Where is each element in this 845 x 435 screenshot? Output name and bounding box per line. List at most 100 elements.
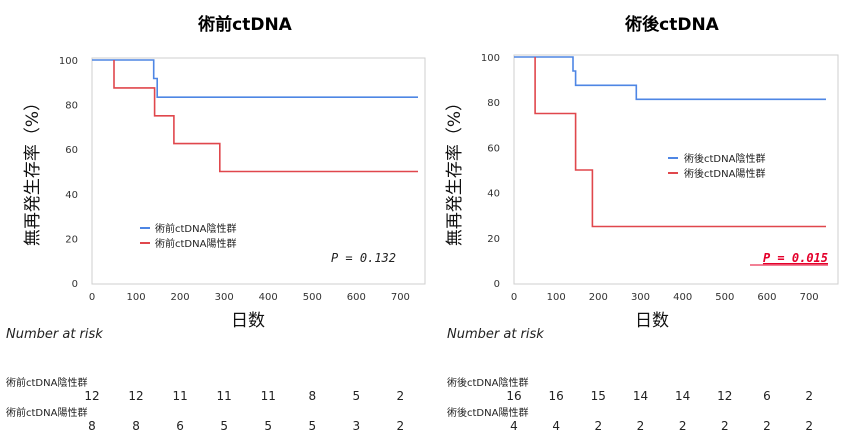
xtick-label-200: 200: [171, 292, 190, 303]
chart-left-title: 術前ctDNA: [197, 14, 293, 35]
chart-right-title: 術後ctDNA: [624, 14, 720, 35]
ytick-label-80: 80: [65, 101, 78, 112]
risk-value: 8: [88, 419, 96, 433]
risk-value: 5: [308, 419, 316, 433]
risk-value: 16: [506, 389, 521, 403]
xtick-label-600: 600: [347, 292, 366, 303]
ytick-label-40: 40: [65, 190, 78, 201]
xtick-label-400: 400: [259, 292, 278, 303]
chart-right-ylabel: 無再発生存率（%）: [445, 94, 465, 246]
chart-left-legend: 術前ctDNA陰性群 術前ctDNA陽性群: [140, 222, 236, 250]
risk-value: 3: [353, 419, 361, 433]
risk-right-row2-label: 術後ctDNA陽性群: [447, 406, 528, 419]
xtick-label-600: 600: [757, 292, 776, 303]
ytick-label-100: 100: [481, 53, 500, 64]
risk-value: 4: [552, 419, 560, 433]
xtick-label-300: 300: [631, 292, 650, 303]
ytick-label-60: 60: [487, 143, 500, 154]
risk-value: 5: [264, 419, 272, 433]
risk-value: 5: [353, 389, 361, 403]
risk-value: 15: [591, 389, 606, 403]
ytick-label-0: 0: [72, 279, 78, 290]
xtick-label-500: 500: [715, 292, 734, 303]
xtick-label-100: 100: [127, 292, 146, 303]
risk-value: 12: [84, 389, 99, 403]
chart-right-series: [514, 56, 826, 228]
km-curve-negative: [92, 59, 418, 98]
risk-value: 2: [679, 419, 687, 433]
xtick-label-700: 700: [391, 292, 410, 303]
risk-table-left-header: Number at risk: [6, 327, 103, 342]
legend-left-positive-label: 術前ctDNA陽性群: [155, 237, 236, 250]
km-curve-positive: [113, 60, 418, 173]
risk-value: 8: [132, 419, 140, 433]
risk-value: 11: [261, 389, 276, 403]
chart-right-xlabel: 日数: [635, 311, 669, 331]
risk-value: 11: [217, 389, 232, 403]
risk-right-row1-values: 16 16 15 14 14 12 6 2: [506, 389, 813, 403]
risk-right-row1-label: 術後ctDNA陰性群: [447, 376, 528, 389]
ytick-label-60: 60: [65, 145, 78, 156]
legend-right-negative-label: 術後ctDNA陰性群: [684, 152, 765, 165]
km-curve-negative: [514, 56, 826, 101]
ytick-label-40: 40: [487, 189, 500, 200]
risk-right-row2-values: 4 4 2 2 2 2 2 2: [510, 419, 813, 433]
chart-left-plot-border: [91, 57, 426, 285]
chart-left-series: [92, 59, 418, 173]
risk-table-right-header: Number at risk: [447, 327, 544, 342]
risk-value: 6: [176, 419, 184, 433]
xtick-label-300: 300: [215, 292, 234, 303]
risk-value: 12: [717, 389, 732, 403]
ytick-label-0: 0: [494, 279, 500, 290]
chart-right-y-ticks: 0 20 40 60 80 100: [481, 53, 500, 290]
risk-value: 6: [763, 389, 771, 403]
xtick-label-400: 400: [673, 292, 692, 303]
ytick-label-20: 20: [65, 234, 78, 245]
risk-left-row2-values: 8 8 6 5 5 5 3 2: [88, 419, 404, 433]
chart-left-xlabel: 日数: [231, 311, 265, 331]
risk-value: 5: [220, 419, 228, 433]
risk-value: 2: [637, 419, 645, 433]
ytick-label-100: 100: [59, 56, 78, 67]
xtick-label-0: 0: [89, 292, 95, 303]
risk-value: 2: [595, 419, 603, 433]
xtick-label-700: 700: [800, 292, 819, 303]
risk-value: 14: [675, 389, 690, 403]
risk-value: 2: [805, 389, 813, 403]
risk-value: 16: [549, 389, 564, 403]
chart-left-x-ticks: 0 100 200 300 400 500 600 700: [89, 292, 410, 303]
risk-value: 2: [397, 389, 405, 403]
xtick-label-200: 200: [589, 292, 608, 303]
legend-right-positive-label: 術後ctDNA陽性群: [684, 167, 765, 180]
risk-value: 12: [128, 389, 143, 403]
risk-left-row1-values: 12 12 11 11 11 8 5 2: [84, 389, 404, 403]
risk-value: 4: [510, 419, 518, 433]
km-curve-positive: [534, 57, 826, 228]
chart-right: 術後ctDNA 0 20 40 60 80 100 0 100 200 300 400 500 600…: [445, 14, 839, 331]
chart-left: 術前ctDNA 0 20 40 60 80 100 0 100 200 300 400 500 600…: [23, 14, 426, 331]
xtick-label-100: 100: [547, 292, 566, 303]
chart-left-ylabel: 無再発生存率（%）: [23, 94, 43, 246]
risk-value: 2: [763, 419, 771, 433]
risk-value: 2: [805, 419, 813, 433]
risk-left-row1-label: 術前ctDNA陰性群: [6, 376, 87, 389]
risk-value: 8: [308, 389, 316, 403]
xtick-label-0: 0: [511, 292, 517, 303]
chart-right-plot-border: [513, 54, 839, 285]
legend-left-negative-label: 術前ctDNA陰性群: [155, 222, 236, 235]
risk-table-left: Number at risk 術前ctDNA陰性群 12 12 11 11 11 8 5 2 …: [6, 327, 404, 433]
xtick-label-500: 500: [303, 292, 322, 303]
ytick-label-80: 80: [487, 98, 500, 109]
ytick-label-20: 20: [487, 234, 500, 245]
chart-left-y-ticks: 0 20 40 60 80 100: [59, 56, 78, 290]
chart-right-x-ticks: 0 100 200 300 400 500 600 700: [511, 292, 819, 303]
chart-left-p-value: P = 0.132: [331, 251, 396, 265]
risk-left-row2-label: 術前ctDNA陽性群: [6, 406, 87, 419]
risk-value: 2: [397, 419, 405, 433]
chart-right-legend: 術後ctDNA陰性群 術後ctDNA陽性群: [668, 152, 765, 180]
risk-value: 11: [172, 389, 187, 403]
chart-right-p-value: P = 0.015: [763, 251, 828, 265]
risk-value: 2: [721, 419, 729, 433]
risk-value: 14: [633, 389, 648, 403]
